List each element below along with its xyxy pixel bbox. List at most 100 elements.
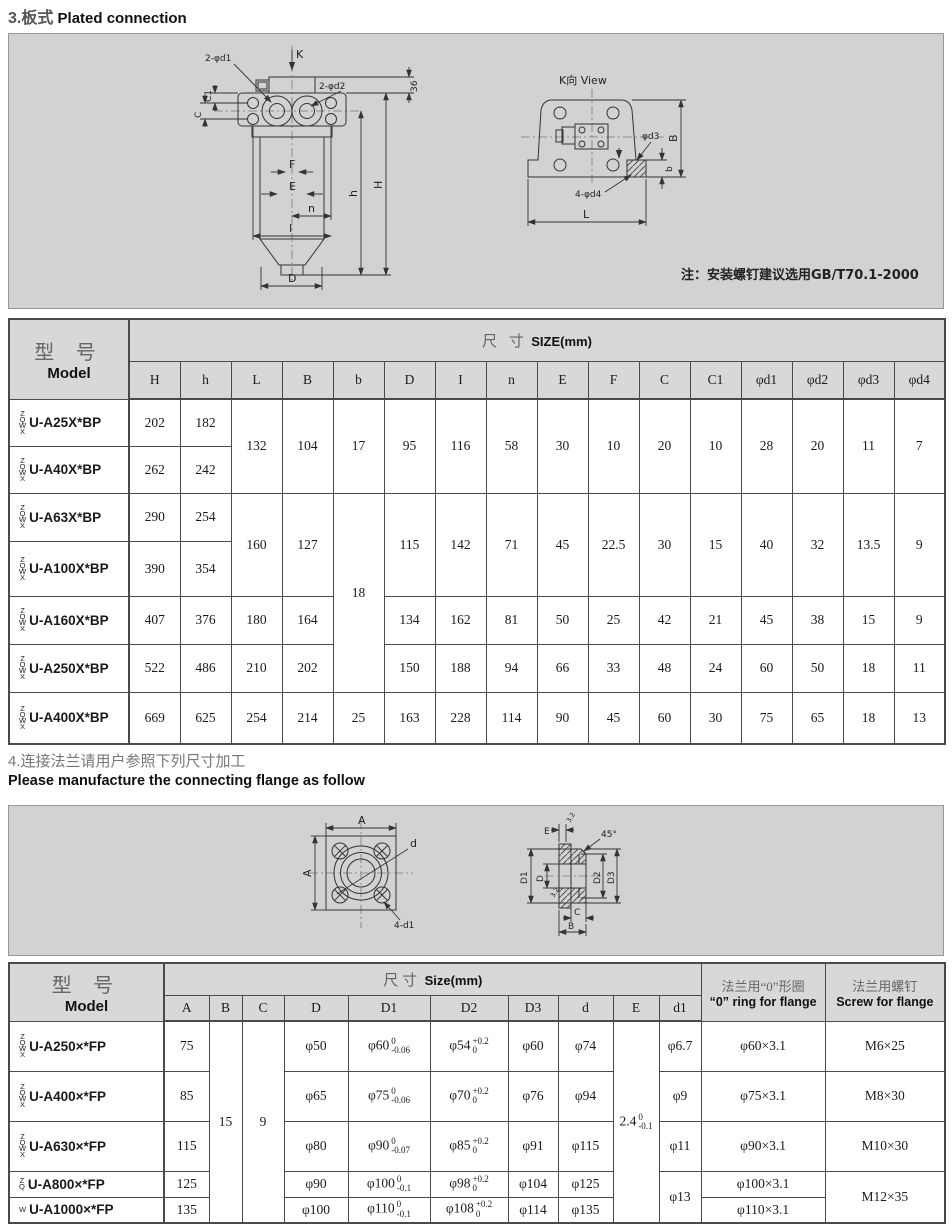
- table-cell: 11: [842, 398, 895, 494]
- model-cell: Z Q W X U-A400X*BP: [8, 691, 130, 745]
- table-cell: 65: [791, 691, 844, 745]
- table-cell: 127: [281, 492, 334, 597]
- dim-label-2-fd1: 2-φd1: [205, 54, 231, 64]
- table-cell: 15: [842, 595, 895, 645]
- table-row: W U-A1000×*FP 135 φ100 φ110 0 -0.1 φ108 +0.2…: [8, 1196, 945, 1224]
- table-cell: 22.5: [587, 492, 640, 597]
- model-name: U-A800×*FP: [27, 1176, 105, 1192]
- dim-label-c: C: [194, 112, 204, 118]
- table-cell: 390: [128, 540, 181, 597]
- table-cell: 20: [791, 398, 844, 494]
- page-title: 3.板式 Plated connection: [8, 4, 187, 28]
- model-cell: Z Q W X U-A25X*BP: [8, 398, 130, 447]
- table-cell: 254: [230, 691, 283, 745]
- col-header: d: [557, 994, 614, 1022]
- k-view-title: K向 View: [559, 73, 607, 87]
- flange-section-dimensions: [527, 824, 621, 936]
- table-cell: φ98 +0.2 0: [429, 1170, 509, 1198]
- screw-header-cn: 法兰用螺钉: [852, 978, 918, 994]
- col-header: n: [485, 360, 538, 400]
- model-header-en: Model: [47, 365, 91, 383]
- table-cell: 30: [689, 691, 742, 745]
- col-header: d1: [658, 994, 702, 1022]
- table-cell: φ115: [557, 1120, 614, 1172]
- table-cell: φ91: [507, 1120, 559, 1172]
- table-cell: φ94: [557, 1070, 614, 1122]
- table-cell: φ135: [557, 1196, 614, 1224]
- table-cell: 58: [485, 398, 538, 494]
- col-header: b: [332, 360, 385, 400]
- table-cell: 17: [332, 398, 385, 494]
- table-cell: 7: [893, 398, 946, 494]
- size-header-cn: 尺 寸: [482, 333, 528, 350]
- table-row: Z Q W X U-A400×*FP 85 φ65 φ75 0 -0.06 φ70 +0…: [8, 1070, 946, 1122]
- table-cell: 45: [587, 691, 640, 745]
- table-cell: 163: [383, 691, 436, 745]
- size-header-en: Size(mm): [424, 972, 483, 988]
- table-cell: 9: [893, 595, 946, 645]
- dim-label-b-small: b: [665, 166, 675, 172]
- table-cell: 160: [230, 492, 283, 597]
- col-header: A: [163, 994, 210, 1022]
- table-cell: 75: [740, 691, 793, 745]
- table-row: Z Q W X U-A100X*BP 390 354: [8, 540, 945, 597]
- table-cell: 45: [740, 595, 793, 645]
- table-cell: φ90 0 -0.07: [347, 1120, 431, 1172]
- table-cell: 2.4 0 -0.1: [612, 1020, 660, 1224]
- table-cell: 210: [230, 643, 283, 693]
- table-cell: 9: [241, 1020, 285, 1224]
- model-prefix: Z Q W X: [19, 654, 27, 681]
- table-cell: 625: [179, 691, 232, 745]
- col-header: φd1: [740, 360, 793, 400]
- screw-header-en: Screw for flange: [836, 994, 934, 1009]
- table-cell: φ90×3.1: [700, 1120, 826, 1172]
- table-cell: 162: [434, 595, 487, 645]
- dim-label-4-d1: 4-d1: [394, 921, 414, 931]
- table-cell: 28: [740, 398, 793, 494]
- plated-connection-drawing: K 2-φd1 2-φd2 C1 C F E n I h H 36 D K向 V…: [194, 46, 919, 290]
- table-cell: φ114: [507, 1196, 559, 1224]
- table-row: Z Q W X U-A250X*BP 522 486 210 202 150 18…: [8, 643, 946, 693]
- table-cell: 25: [332, 691, 385, 745]
- table-row: Z Q W X U-A25X*BP 202 182 132 104 17 95 1…: [8, 398, 946, 494]
- model-header-en: Model: [64, 998, 109, 1016]
- dim-label-n: n: [308, 202, 315, 215]
- model-prefix: Z Q W X: [19, 703, 27, 731]
- table-cell: φ60 0 -0.06: [347, 1020, 431, 1072]
- table-row: Z Q W X U-A40X*BP 262 242: [8, 445, 945, 494]
- dim-label-2-fd2: 2-φd2: [319, 82, 345, 92]
- table-cell: φ9: [658, 1070, 702, 1122]
- table-cell: 376: [179, 595, 232, 645]
- dim-label-dd2: D2: [593, 871, 603, 884]
- flange-face-view: [309, 820, 413, 928]
- table-row: Z Q W X U-A63X*BP 290 254 160 127 18 115 …: [8, 492, 946, 693]
- table-cell: 486: [179, 643, 232, 693]
- model-cell: W U-A1000×*FP: [8, 1196, 165, 1224]
- model-cell: Z Q W X U-A100X*BP: [8, 540, 130, 597]
- table-cell: φ13: [658, 1170, 702, 1224]
- table-cell: φ75×3.1: [700, 1070, 826, 1122]
- table-cell: φ80: [283, 1120, 349, 1172]
- model-prefix: Z Q: [19, 1176, 25, 1191]
- col-header: H: [128, 360, 181, 400]
- table-cell: 25: [587, 595, 640, 645]
- dim-label-b-big: B: [667, 134, 680, 142]
- model-name: U-A160X*BP: [29, 612, 109, 628]
- table-cell: 262: [128, 445, 181, 494]
- table-cell: 20: [638, 398, 691, 494]
- model-prefix: Z Q W X: [19, 455, 27, 483]
- table-cell: φ108 +0.2 0: [429, 1196, 509, 1224]
- dim-label-h-small: h: [347, 190, 360, 197]
- dim-label-h-big: H: [372, 181, 385, 189]
- table-cell: 202: [281, 643, 334, 693]
- dim-label-dd: D: [536, 875, 546, 882]
- table-cell: 228: [434, 691, 487, 745]
- table-cell: φ74: [557, 1020, 614, 1072]
- col-header: D2: [429, 994, 509, 1022]
- table-cell: 182: [179, 398, 232, 447]
- size-header: 尺 寸 SIZE(mm): [128, 318, 946, 362]
- table-cell: 18: [332, 492, 385, 693]
- table-cell: 95: [383, 398, 436, 494]
- dim-label-a-left: A: [301, 869, 314, 877]
- model-name: U-A250X*BP: [29, 660, 109, 676]
